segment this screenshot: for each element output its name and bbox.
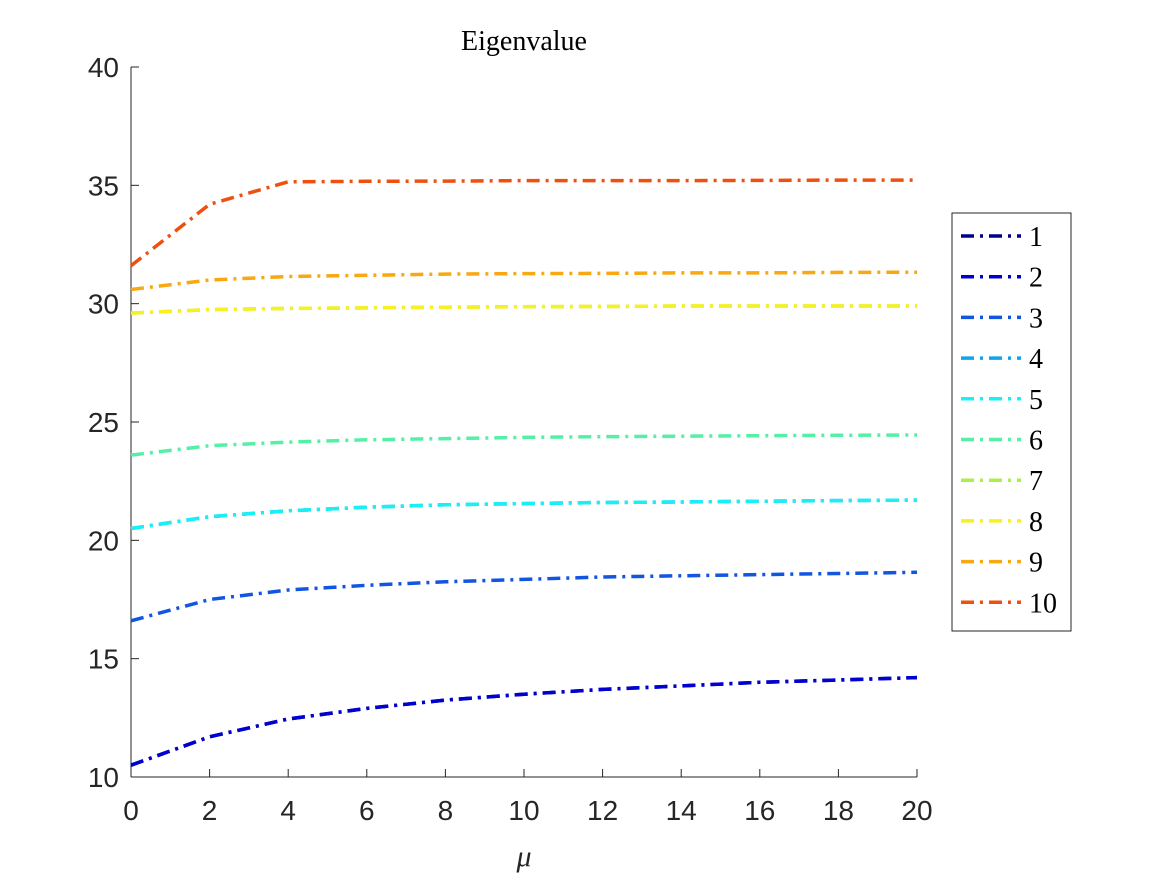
legend-label-7: 7 (1029, 466, 1043, 497)
legend-label-10: 10 (1029, 588, 1057, 619)
x-tick-label: 16 (744, 795, 775, 826)
y-tick-label: 30 (88, 289, 119, 320)
x-tick-label: 4 (280, 795, 296, 826)
legend-label-2: 2 (1029, 263, 1043, 294)
chart-title: Eigenvalue (461, 26, 587, 57)
series-line-3 (130, 570, 918, 623)
legend-label-4: 4 (1029, 344, 1043, 375)
series-lines (129, 178, 918, 767)
legend-label-6: 6 (1029, 426, 1043, 457)
legend-label-3: 3 (1029, 303, 1043, 334)
x-tick-label: 0 (123, 795, 139, 826)
y-tick-label: 40 (88, 52, 119, 83)
x-tick-label: 6 (359, 795, 375, 826)
legend-label-5: 5 (1029, 385, 1043, 416)
x-tick-label: 10 (508, 795, 539, 826)
y-tick-label: 15 (88, 644, 119, 675)
x-axis-label: μ (515, 840, 531, 873)
y-tick-label: 10 (88, 762, 119, 793)
legend-label-1: 1 (1029, 222, 1043, 253)
series-line-2 (130, 675, 918, 767)
y-tick-label: 20 (88, 525, 119, 556)
series-line-6 (130, 433, 918, 457)
series-line-9 (130, 270, 918, 292)
x-tick-label: 20 (901, 795, 932, 826)
y-tick-label: 25 (88, 407, 119, 438)
x-tick-label: 18 (823, 795, 854, 826)
legend-label-9: 9 (1029, 548, 1043, 579)
series-line-10 (129, 178, 917, 268)
y-tick-label: 35 (88, 170, 119, 201)
x-tick-label: 8 (438, 795, 454, 826)
x-tick-label: 2 (202, 795, 218, 826)
series-line-8 (130, 304, 917, 315)
axes: 0 2 4 6 8 10 12 14 16 18 20 10 15 20 25 30 35 40 (88, 52, 933, 826)
series-line-1 (130, 675, 918, 767)
series-line-5 (130, 498, 918, 531)
x-tick-label: 14 (666, 795, 697, 826)
x-tick-label: 12 (587, 795, 618, 826)
legend: 1 2 3 4 5 6 7 8 9 10 (951, 212, 1072, 632)
legend-label-8: 8 (1029, 507, 1043, 538)
